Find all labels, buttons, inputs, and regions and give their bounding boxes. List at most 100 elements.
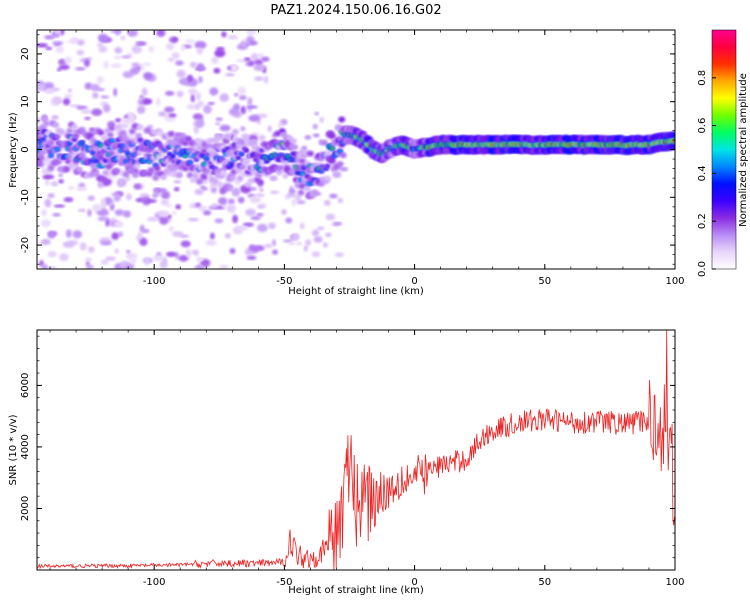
heatmap-cell — [231, 187, 241, 197]
x-tick-label: 100 — [665, 577, 684, 588]
heatmap-cell — [86, 133, 94, 139]
heatmap-cell — [222, 138, 230, 145]
heatmap-xlabel: Height of straight line (km) — [288, 286, 424, 297]
heatmap-cell — [127, 111, 134, 118]
heatmap-cell — [141, 87, 148, 97]
heatmap-cell — [63, 197, 74, 203]
heatmap-cell — [237, 86, 247, 95]
heatmap-cell — [40, 238, 51, 246]
heatmap-cell — [186, 172, 194, 179]
heatmap-cell — [330, 147, 335, 151]
heatmap-cell — [263, 75, 269, 84]
heatmap-cell — [300, 172, 305, 176]
heatmap-cell — [58, 179, 64, 184]
heatmap-cell — [236, 225, 249, 231]
heatmap-cell — [282, 173, 289, 179]
heatmap-cell — [121, 118, 133, 125]
heatmap-cell — [244, 57, 251, 62]
heatmap-cell — [317, 226, 325, 231]
heatmap-cell — [171, 52, 180, 60]
heatmap-cell — [245, 208, 256, 216]
heatmap-cell — [139, 224, 145, 233]
heatmap-cell — [338, 116, 346, 123]
heatmap-cell — [228, 185, 234, 191]
colorbar-ticks: 0.0 0.2 0.4 0.6 0.8 — [697, 70, 716, 277]
heatmap-cell — [102, 170, 110, 176]
heatmap-cell — [277, 122, 284, 128]
heatmap-cell — [147, 167, 155, 174]
heatmap-cell — [214, 133, 222, 140]
heatmap-cell — [137, 138, 143, 142]
heatmap-cell — [190, 94, 196, 103]
heatmap-cell — [211, 56, 219, 64]
heatmap-cell — [259, 148, 265, 153]
heatmap-cell — [123, 160, 129, 164]
heatmap-cell — [191, 250, 197, 255]
heatmap-cell — [97, 215, 108, 222]
heatmap-cell — [114, 248, 119, 254]
heatmap-cell — [271, 239, 277, 247]
heatmap-cell — [142, 98, 153, 105]
heatmap-cell — [246, 105, 258, 109]
heatmap-cell — [280, 131, 288, 138]
heatmap-cell — [166, 204, 173, 208]
heatmap-cell — [277, 158, 282, 162]
heatmap-cell — [80, 109, 92, 114]
heatmap-cell — [225, 73, 235, 77]
heatmap-cell — [45, 46, 53, 51]
heatmap-cell — [137, 105, 146, 114]
heatmap-cell — [268, 222, 276, 230]
heatmap-cell — [172, 211, 177, 216]
heatmap-cell — [97, 210, 110, 216]
heatmap-cell — [254, 76, 264, 81]
heatmap-cell — [198, 205, 207, 212]
heatmap-cell — [194, 103, 201, 110]
heatmap-cell — [137, 231, 143, 240]
heatmap-cell — [321, 139, 328, 146]
heatmap-cell — [232, 103, 241, 112]
heatmap-cell — [156, 30, 166, 37]
heatmap-cell — [231, 128, 239, 135]
heatmap-cell — [96, 43, 103, 47]
colorbar: 0.0 0.2 0.4 0.6 0.8 Normalized spectral ampl… — [697, 29, 749, 277]
heatmap-cell — [80, 140, 85, 145]
heatmap-cell — [97, 33, 109, 43]
heatmap-cell — [264, 243, 273, 249]
heatmap-cell — [168, 226, 175, 232]
heatmap-cell — [288, 189, 296, 194]
heatmap-cell — [218, 197, 228, 205]
heatmap-cell — [192, 144, 200, 150]
heatmap-cell — [171, 231, 184, 237]
heatmap-cell — [124, 264, 131, 269]
heatmap-cell — [59, 253, 69, 261]
x-tick-label: 100 — [665, 276, 684, 287]
heatmap-cell — [58, 59, 66, 65]
heatmap-cell — [221, 31, 227, 38]
heatmap-cell — [195, 92, 201, 101]
heatmap-cell — [83, 59, 91, 67]
heatmap-cell — [100, 198, 106, 207]
heatmap-cell — [237, 196, 245, 204]
heatmap-cell — [52, 96, 62, 105]
heatmap-cell — [196, 47, 203, 55]
heatmap-cell — [203, 210, 212, 216]
heatmap-cell — [91, 203, 103, 213]
heatmap-cell — [339, 152, 347, 159]
heatmap-cell — [113, 87, 118, 97]
heatmap-cell — [210, 186, 217, 194]
heatmap-cell — [89, 162, 97, 169]
heatmap-cell — [78, 152, 86, 159]
heatmap-cell — [108, 125, 116, 132]
heatmap-cell — [247, 97, 253, 107]
heatmap-cell — [253, 245, 265, 252]
heatmap-cell — [214, 122, 221, 126]
heatmap-cell — [247, 60, 255, 67]
heatmap-cell — [37, 83, 46, 92]
heatmap-cell — [258, 134, 266, 141]
heatmap-cell — [38, 155, 46, 161]
heatmap-cell — [110, 30, 122, 33]
heatmap-cell — [139, 237, 148, 247]
heatmap-cell — [176, 69, 186, 78]
heatmap-cell — [250, 53, 259, 61]
